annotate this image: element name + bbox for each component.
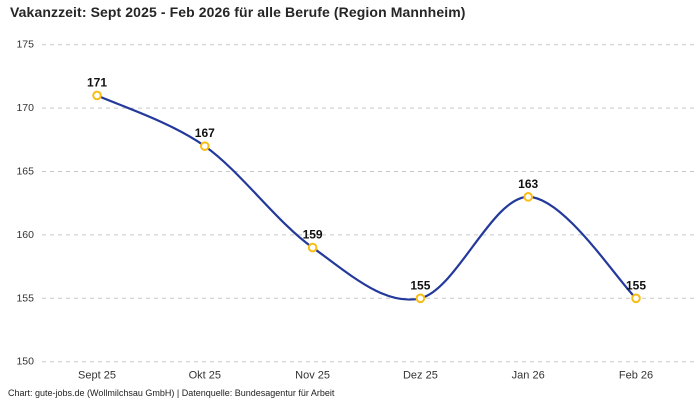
x-axis-tick-label: Dez 25 xyxy=(403,370,438,382)
data-point-label: 171 xyxy=(87,75,107,89)
y-axis-tick-label: 150 xyxy=(16,356,34,368)
y-axis-tick-label: 155 xyxy=(16,292,34,304)
data-point-label: 163 xyxy=(518,177,538,191)
data-point-marker xyxy=(415,293,426,304)
y-axis-tick-label: 165 xyxy=(16,166,34,178)
x-axis-tick-label: Jan 26 xyxy=(512,370,545,382)
x-axis-tick-label: Okt 25 xyxy=(189,370,221,382)
data-point-label: 155 xyxy=(410,278,430,292)
data-point-marker xyxy=(200,141,210,151)
data-point-label: 155 xyxy=(626,278,646,292)
chart-attribution: Chart: gute-jobs.de (Wollmilchsau GmbH) … xyxy=(8,388,335,398)
data-point-marker xyxy=(92,90,102,101)
x-axis-tick-label: Feb 26 xyxy=(619,370,653,382)
series-line xyxy=(95,94,638,301)
data-point-label: 167 xyxy=(195,126,215,140)
y-axis-tick-label: 175 xyxy=(16,39,34,51)
data-point-marker xyxy=(307,242,318,253)
chart-title: Vakanzzeit: Sept 2025 - Feb 2026 für all… xyxy=(10,4,466,20)
data-point-label: 159 xyxy=(303,228,323,242)
data-point-marker xyxy=(631,293,641,304)
x-axis-tick-label: Sept 25 xyxy=(78,370,116,382)
y-axis-tick-label: 160 xyxy=(16,229,34,241)
data-point-marker xyxy=(523,192,534,202)
x-axis-tick-label: Nov 25 xyxy=(295,370,330,382)
y-axis-tick-label: 170 xyxy=(16,102,34,114)
